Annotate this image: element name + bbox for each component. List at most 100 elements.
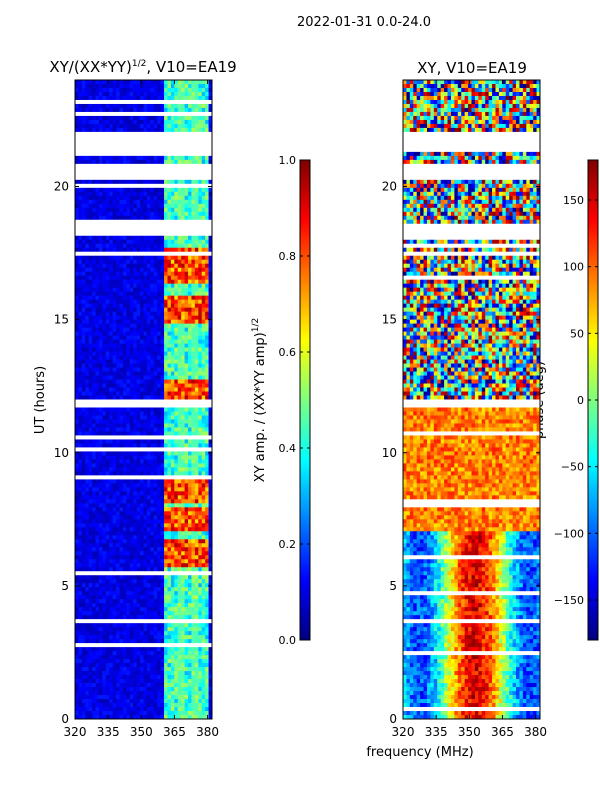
heatmap-cell — [102, 467, 107, 472]
heatmap-cell — [98, 399, 103, 404]
heatmap-cell — [95, 223, 100, 229]
heatmap-cell — [201, 155, 206, 161]
heatmap-cell — [81, 395, 86, 400]
heatmap-cell — [146, 439, 151, 444]
heatmap-cell — [143, 191, 148, 197]
heatmap-cell — [102, 143, 107, 149]
heatmap-cell — [160, 343, 165, 348]
heatmap-cell — [133, 259, 138, 265]
heatmap-cell — [143, 503, 148, 508]
heatmap-cell — [160, 211, 165, 217]
heatmap-cell — [85, 191, 90, 197]
heatmap-cell — [102, 219, 107, 225]
heatmap-cell — [201, 439, 206, 444]
heatmap-cell — [129, 395, 134, 400]
heatmap-cell — [122, 331, 127, 336]
heatmap-cell — [109, 279, 114, 285]
heatmap-cell — [75, 107, 79, 113]
heatmap-cell — [143, 223, 148, 229]
heatmap-cell — [92, 487, 96, 492]
heatmap-cell — [143, 547, 148, 552]
heatmap-cell — [129, 443, 134, 448]
heatmap-cell — [98, 211, 103, 217]
heatmap-cell — [81, 419, 86, 424]
heatmap-cell — [75, 391, 79, 396]
heatmap-cell — [181, 287, 185, 293]
heatmap-cell — [140, 531, 144, 536]
heatmap-cell — [119, 139, 124, 145]
heatmap-cell — [174, 295, 179, 301]
heatmap-cell — [105, 567, 110, 572]
heatmap-cell — [205, 439, 209, 444]
heatmap-cell — [122, 179, 127, 185]
heatmap-cell — [170, 283, 175, 289]
heatmap-cell — [105, 263, 110, 269]
heatmap-cell — [170, 367, 175, 372]
heatmap-cell — [136, 107, 141, 113]
heatmap-cell — [129, 455, 134, 460]
heatmap-cell — [85, 431, 90, 436]
heatmap-cell — [102, 107, 107, 113]
heatmap-cell — [112, 307, 117, 313]
heatmap-cell — [109, 543, 114, 548]
heatmap-cell — [126, 215, 131, 221]
heatmap-cell — [133, 415, 138, 420]
heatmap-cell — [129, 111, 134, 117]
heatmap-cell — [143, 515, 148, 520]
heatmap-cell — [122, 251, 127, 257]
heatmap-cell — [88, 547, 93, 552]
heatmap-cell — [181, 215, 185, 221]
heatmap-cell — [191, 547, 196, 552]
heatmap-cell — [205, 239, 209, 245]
heatmap-cell — [112, 203, 117, 209]
heatmap-cell — [157, 515, 162, 520]
heatmap-cell — [109, 259, 114, 265]
heatmap-cell — [177, 275, 182, 281]
heatmap-cell — [81, 315, 86, 321]
heatmap-cell — [126, 363, 131, 368]
heatmap-cell — [81, 531, 86, 536]
heatmap-cell — [194, 395, 199, 400]
heatmap-cell — [88, 87, 93, 93]
heatmap-cell — [95, 155, 100, 161]
heatmap-cell — [119, 347, 124, 352]
heatmap-cell — [181, 407, 185, 412]
heatmap-cell — [112, 219, 117, 225]
heatmap-cell — [181, 323, 185, 329]
heatmap-cell — [181, 135, 185, 141]
heatmap-cell — [164, 383, 168, 388]
heatmap-cell — [181, 495, 185, 500]
heatmap-cell — [170, 147, 175, 153]
heatmap-cell — [191, 143, 196, 149]
heatmap-cell — [140, 247, 144, 253]
heatmap-cell — [122, 327, 127, 332]
heatmap-cell — [177, 475, 182, 480]
heatmap-cell — [112, 391, 117, 396]
heatmap-cell — [85, 359, 90, 364]
heatmap-cell — [92, 87, 96, 93]
heatmap-cell — [201, 407, 206, 412]
heatmap-cell — [208, 255, 213, 261]
heatmap-cell — [85, 115, 90, 121]
heatmap-cell — [150, 295, 155, 301]
heatmap-cell — [133, 211, 138, 217]
heatmap-cell — [170, 435, 175, 440]
heatmap-cell — [188, 523, 192, 528]
heatmap-cell — [146, 127, 151, 133]
heatmap-cell — [181, 519, 185, 524]
heatmap-cell — [143, 491, 148, 496]
heatmap-cell — [150, 415, 155, 420]
heatmap-cell — [95, 407, 100, 412]
heatmap-cell — [81, 215, 86, 221]
heatmap-cell — [92, 359, 96, 364]
heatmap-cell — [177, 351, 182, 356]
heatmap-cell — [75, 167, 79, 173]
heatmap-cell — [92, 143, 96, 149]
heatmap-cell — [188, 343, 192, 348]
heatmap-cell — [177, 223, 182, 229]
heatmap-cell — [150, 83, 155, 89]
heatmap-cell — [191, 407, 196, 412]
heatmap-cell — [164, 403, 168, 408]
heatmap-cell — [205, 143, 209, 149]
heatmap-cell — [143, 427, 148, 432]
